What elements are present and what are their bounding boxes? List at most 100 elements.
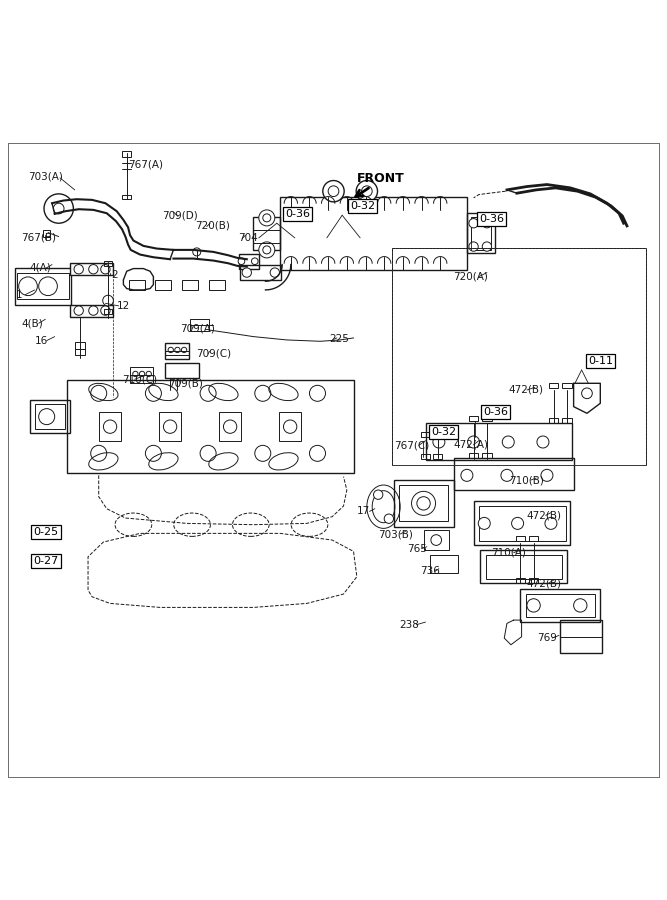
Circle shape xyxy=(145,385,161,401)
Text: 767(B): 767(B) xyxy=(21,233,56,243)
Circle shape xyxy=(89,306,98,315)
Bar xyxy=(165,364,199,378)
Bar xyxy=(159,412,181,441)
Text: FRONT: FRONT xyxy=(357,172,405,184)
Bar xyxy=(182,280,198,290)
Circle shape xyxy=(53,203,64,214)
Circle shape xyxy=(478,518,490,529)
Circle shape xyxy=(168,347,173,353)
Circle shape xyxy=(417,497,430,510)
Text: 16: 16 xyxy=(35,336,48,346)
Text: 720(B): 720(B) xyxy=(195,220,229,231)
Bar xyxy=(280,196,467,270)
Text: 710(C): 710(C) xyxy=(123,374,157,384)
Circle shape xyxy=(139,372,145,376)
Circle shape xyxy=(251,258,258,265)
Circle shape xyxy=(482,219,492,228)
Bar xyxy=(75,342,85,348)
Text: 2: 2 xyxy=(111,270,118,280)
Text: 709(A): 709(A) xyxy=(180,324,215,334)
Bar xyxy=(471,217,491,250)
Text: 0-36: 0-36 xyxy=(285,209,310,219)
Text: 225: 225 xyxy=(329,334,349,345)
Circle shape xyxy=(255,385,271,401)
Text: 4(B): 4(B) xyxy=(21,319,43,328)
Bar xyxy=(122,195,131,199)
Circle shape xyxy=(101,265,110,274)
Bar xyxy=(99,412,121,441)
Bar xyxy=(219,412,241,441)
Bar xyxy=(35,404,65,429)
Bar xyxy=(482,453,492,458)
Text: 1: 1 xyxy=(15,290,22,300)
Text: 472(B): 472(B) xyxy=(526,510,561,520)
Text: 765: 765 xyxy=(407,544,427,554)
Bar xyxy=(430,554,458,573)
Circle shape xyxy=(541,469,553,482)
Text: 0-32: 0-32 xyxy=(431,427,456,437)
Text: 767(C): 767(C) xyxy=(395,440,430,450)
Circle shape xyxy=(146,372,151,376)
Circle shape xyxy=(362,186,372,196)
Text: 0-11: 0-11 xyxy=(588,356,614,365)
Bar xyxy=(421,432,430,437)
Bar xyxy=(104,261,112,266)
Circle shape xyxy=(133,372,138,376)
Text: 710(B): 710(B) xyxy=(510,475,544,485)
Bar xyxy=(516,536,525,542)
Circle shape xyxy=(101,306,110,315)
Circle shape xyxy=(323,181,344,202)
Bar xyxy=(209,280,225,290)
Bar xyxy=(480,550,567,583)
Bar xyxy=(104,309,112,314)
Bar xyxy=(394,480,454,526)
Circle shape xyxy=(412,491,436,516)
Bar xyxy=(526,594,595,616)
Circle shape xyxy=(39,277,57,295)
Bar xyxy=(43,230,50,237)
Bar xyxy=(433,454,442,459)
Circle shape xyxy=(91,446,107,462)
Bar xyxy=(129,280,145,290)
Circle shape xyxy=(374,490,383,500)
Bar xyxy=(560,620,602,653)
Bar xyxy=(240,266,281,280)
Circle shape xyxy=(91,385,107,401)
Circle shape xyxy=(582,388,592,399)
Circle shape xyxy=(431,535,442,545)
Bar xyxy=(392,248,646,464)
Circle shape xyxy=(545,518,557,529)
Text: 769: 769 xyxy=(537,633,557,643)
Circle shape xyxy=(263,214,271,222)
Bar xyxy=(562,418,572,423)
Bar xyxy=(426,423,572,460)
Circle shape xyxy=(501,469,513,482)
Bar xyxy=(520,589,600,622)
Circle shape xyxy=(223,420,237,433)
Circle shape xyxy=(512,518,524,529)
Circle shape xyxy=(44,194,73,223)
Circle shape xyxy=(283,420,297,433)
Bar xyxy=(15,268,71,304)
Circle shape xyxy=(255,446,271,462)
Circle shape xyxy=(482,242,492,251)
Text: 709(D): 709(D) xyxy=(162,211,198,220)
Circle shape xyxy=(328,186,339,196)
Circle shape xyxy=(469,219,478,228)
Circle shape xyxy=(259,242,275,258)
Bar xyxy=(239,254,259,268)
Bar xyxy=(549,418,558,423)
Text: 0-27: 0-27 xyxy=(33,555,59,566)
Circle shape xyxy=(242,268,251,277)
Text: 0-36: 0-36 xyxy=(479,214,504,224)
Text: 709(C): 709(C) xyxy=(196,349,231,359)
Text: 710(A): 710(A) xyxy=(491,548,526,558)
Bar xyxy=(253,217,280,250)
Bar xyxy=(70,304,113,317)
Bar xyxy=(67,380,354,473)
Text: 703(B): 703(B) xyxy=(378,529,413,539)
Circle shape xyxy=(469,242,478,251)
Bar xyxy=(516,578,525,583)
Bar xyxy=(549,382,558,388)
Bar xyxy=(130,366,153,383)
